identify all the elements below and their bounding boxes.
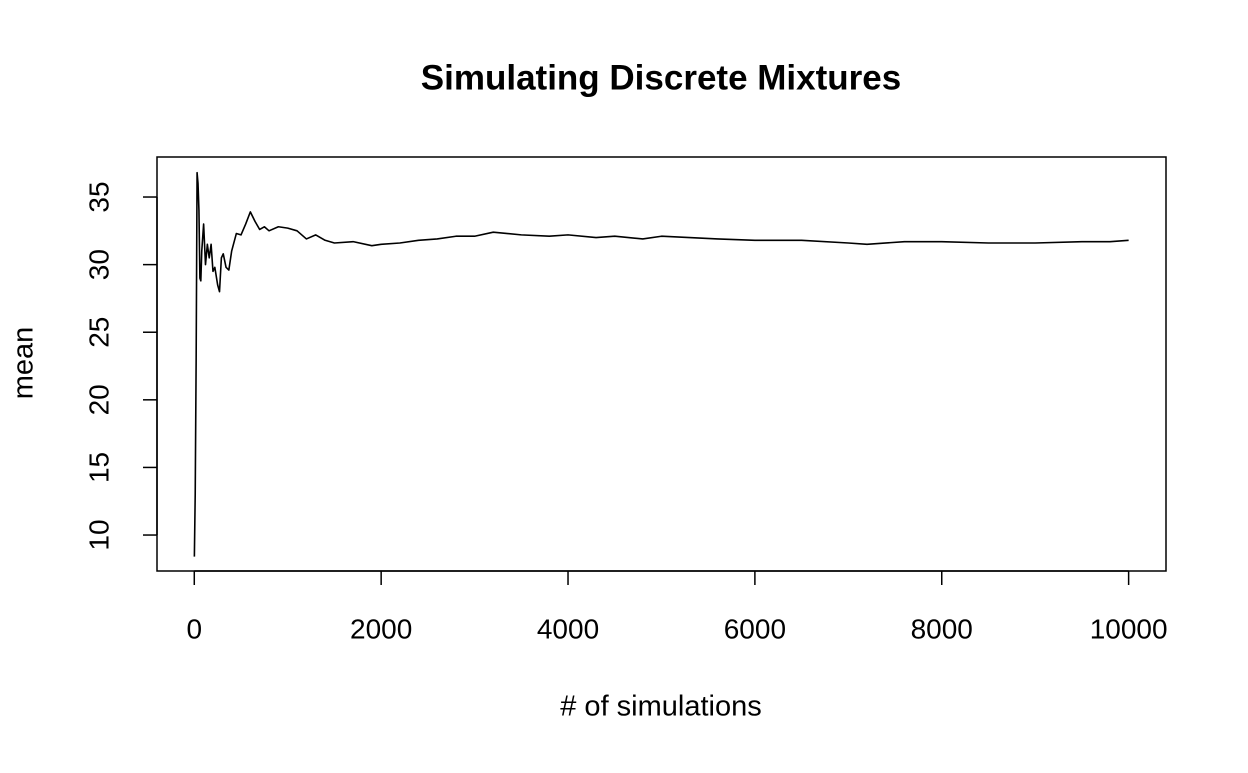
plot-frame [156, 156, 1167, 572]
x-tick-label: 2000 [350, 613, 412, 644]
x-tick-label: 8000 [911, 613, 973, 644]
x-tick-label: 10000 [1090, 613, 1168, 644]
data-line [193, 171, 1129, 557]
x-tick-label: 0 [186, 613, 202, 644]
y-tick-label: 30 [83, 249, 114, 280]
y-tick-label: 10 [83, 519, 114, 550]
y-tick-label: 25 [83, 317, 114, 348]
x-axis-label: # of simulations [560, 691, 762, 723]
y-tick-label: 20 [83, 384, 114, 415]
y-tick-label: 35 [83, 181, 114, 212]
y-axis-label: mean [8, 327, 40, 400]
x-tick-label: 6000 [724, 613, 786, 644]
chart-title: Simulating Discrete Mixtures [421, 58, 901, 97]
x-tick-label: 4000 [537, 613, 599, 644]
y-tick-label: 15 [83, 452, 114, 483]
